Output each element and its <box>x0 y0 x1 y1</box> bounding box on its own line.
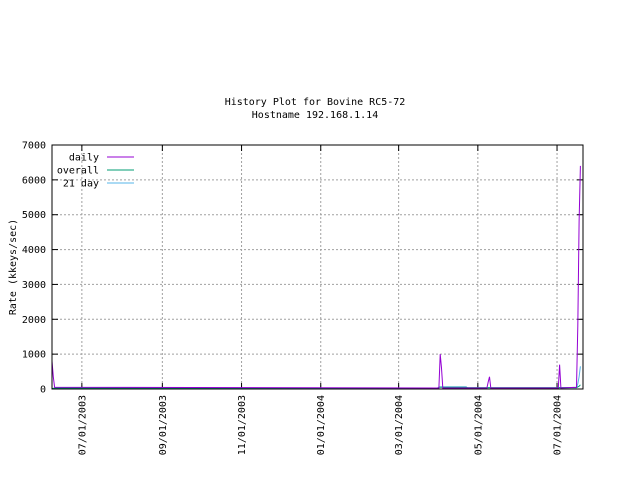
x-tick-label: 07/01/2004 <box>553 395 564 455</box>
x-tick-label: 03/01/2004 <box>394 395 405 455</box>
x-axis: 07/01/2003 09/01/2003 11/01/2003 01/01/2004… <box>77 145 564 455</box>
y-tick-label: 3000 <box>22 280 46 291</box>
y-tick-label: 5000 <box>22 210 46 221</box>
chart-title: History Plot for Bovine RC5-72 <box>225 97 406 108</box>
legend-label: daily <box>69 153 99 164</box>
x-tick-label: 07/01/2003 <box>77 395 88 455</box>
grid <box>52 145 583 389</box>
y-tick-label: 4000 <box>22 245 46 256</box>
x-tick-label: 05/01/2004 <box>473 395 484 455</box>
plot-area <box>51 165 581 390</box>
legend-label: 21 day <box>63 179 99 190</box>
y-axis: 0 1000 2000 3000 4000 5000 6000 7000 <box>22 141 583 396</box>
series-line-daily <box>51 165 581 389</box>
y-tick-label: 7000 <box>22 141 46 152</box>
y-tick-label: 2000 <box>22 315 46 326</box>
plot-frame <box>51 144 584 390</box>
x-tick-label: 01/01/2004 <box>316 395 327 455</box>
legend-label: overall <box>57 166 99 177</box>
y-tick-label: 6000 <box>22 175 46 186</box>
legend: daily overall 21 day <box>57 153 134 190</box>
series-line-21-day <box>51 366 581 390</box>
y-tick-label: 1000 <box>22 350 46 361</box>
chart-subtitle: Hostname 192.168.1.14 <box>252 110 378 121</box>
x-tick-label: 09/01/2003 <box>158 395 169 455</box>
y-axis-label: Rate (kkeys/sec) <box>8 219 19 315</box>
x-tick-label: 11/01/2003 <box>237 395 248 455</box>
y-tick-label: 0 <box>40 385 46 396</box>
